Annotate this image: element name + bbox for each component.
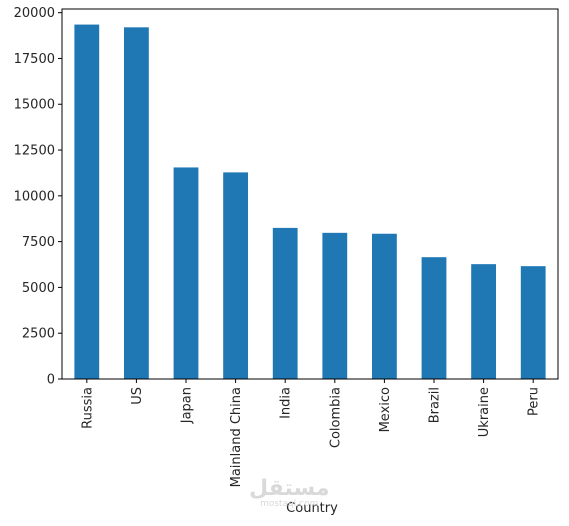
watermark-text: مستقل	[249, 476, 330, 501]
x-tick-label: Brazil	[428, 387, 443, 423]
bar-us	[124, 27, 149, 379]
plot-frame	[61, 8, 559, 380]
y-axis: 0 2500 5000 7500 10000 12500 15000 17500 20000	[14, 6, 62, 388]
y-tick-label: 17500	[14, 52, 55, 67]
bar-japan	[173, 167, 199, 379]
bar-brazil	[421, 257, 447, 379]
y-tick-label: 2500	[22, 327, 55, 342]
bar-mainland-china	[223, 172, 248, 379]
bar-colombia	[322, 232, 348, 379]
bar-ukraine	[471, 264, 496, 379]
x-tick-label: India	[279, 387, 294, 419]
x-axis-label: Country	[286, 501, 338, 516]
bar-peru	[520, 266, 546, 379]
x-axis: Russia US Japan Mainland China India Colombia…	[80, 379, 542, 487]
bar-india	[272, 227, 298, 379]
x-tick-label: US	[130, 387, 145, 405]
bar-russia	[74, 24, 100, 380]
watermark-logo: مستقل mostaql.com	[249, 478, 329, 509]
bars-group	[74, 24, 546, 380]
y-tick-label: 10000	[14, 189, 55, 204]
x-tick-label: Ukraine	[477, 387, 492, 437]
x-tick-label: Mexico	[378, 387, 393, 432]
y-tick-label: 12500	[14, 144, 55, 159]
x-tick-label: Peru	[527, 387, 542, 416]
y-tick-label: 5000	[22, 281, 55, 296]
x-tick-label: Russia	[80, 387, 95, 429]
y-tick-label: 7500	[22, 235, 55, 250]
y-tick-label: 0	[47, 373, 55, 388]
x-tick-label: Mainland China	[229, 387, 244, 487]
y-tick-label: 15000	[14, 98, 55, 113]
y-tick-label: 20000	[14, 6, 55, 21]
x-tick-label: Japan	[180, 387, 195, 424]
bar-mexico	[372, 233, 397, 379]
x-tick-label: Colombia	[328, 387, 343, 448]
watermark-url: mostaql.com	[260, 499, 319, 509]
